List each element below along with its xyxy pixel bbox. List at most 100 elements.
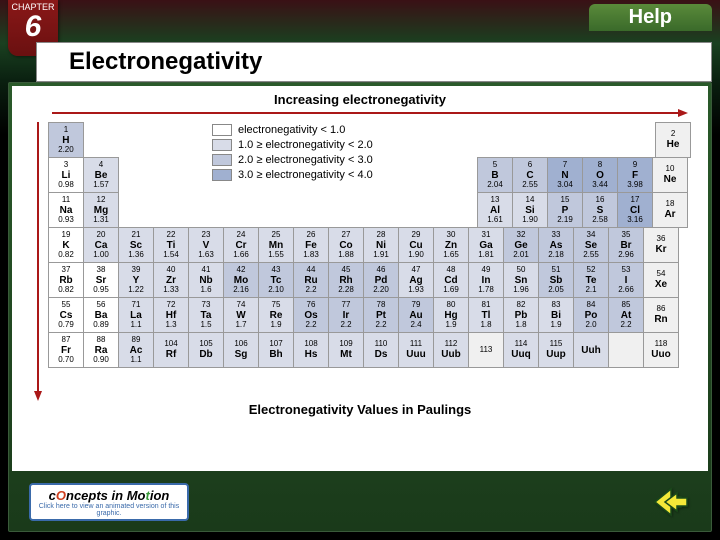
element-cell: 29Cu1.90 (398, 227, 434, 263)
element-cell: 18Ar (652, 192, 688, 228)
gap (118, 157, 478, 193)
element-cell: 52Te2.1 (573, 262, 609, 298)
element-cell: 108Hs (293, 332, 329, 368)
motion-brand: cOncepts in Motion (49, 488, 170, 503)
element-cell: 75Re1.9 (258, 297, 294, 333)
element-cell: 82Pb1.8 (503, 297, 539, 333)
element-cell: 107Bh (258, 332, 294, 368)
table-row: 87Fr0.7088Ra0.9089Ac1.1104Rf105Db106Sg10… (48, 332, 690, 367)
element-cell: 47Ag1.93 (398, 262, 434, 298)
element-cell: 10Ne (652, 157, 688, 193)
element-cell: 28Ni1.91 (363, 227, 399, 263)
element-cell: 14Si1.90 (512, 192, 548, 228)
element-cell: 22Ti1.54 (153, 227, 189, 263)
element-cell: 26Fe1.83 (293, 227, 329, 263)
element-cell: 7N3.04 (547, 157, 583, 193)
element-cell: 85At2.2 (608, 297, 644, 333)
periodic-table: 1H2.202He3Li0.984Be1.575B2.046C2.557N3.0… (48, 122, 690, 367)
element-cell: 30Zn1.65 (433, 227, 469, 263)
element-cell: 44Ru2.2 (293, 262, 329, 298)
element-cell: 53I2.66 (608, 262, 644, 298)
gap (83, 122, 656, 158)
element-cell: 11Na0.93 (48, 192, 84, 228)
decreasing-arrow (34, 122, 42, 401)
element-cell: 27Co1.88 (328, 227, 364, 263)
element-cell: 106Sg (223, 332, 259, 368)
element-cell: 113 (468, 332, 504, 368)
element-cell: 3Li0.98 (48, 157, 84, 193)
concepts-in-motion-button[interactable]: cOncepts in Motion Click here to view an… (29, 483, 189, 521)
table-row: 3Li0.984Be1.575B2.046C2.557N3.048O3.449F… (48, 157, 690, 192)
element-cell: Uuh (573, 332, 609, 368)
element-cell: 12Mg1.31 (83, 192, 119, 228)
element-cell: 111Uuu (398, 332, 434, 368)
content-area: Increasing electronegativity Decreasing … (12, 86, 708, 471)
element-cell: 41Nb1.6 (188, 262, 224, 298)
table-row: 37Rb0.8238Sr0.9539Y1.2240Zr1.3341Nb1.642… (48, 262, 690, 297)
element-cell: 40Zr1.33 (153, 262, 189, 298)
element-cell: 110Ds (363, 332, 399, 368)
element-cell: 33As2.18 (538, 227, 574, 263)
element-cell: 37Rb0.82 (48, 262, 84, 298)
element-cell: 45Rh2.28 (328, 262, 364, 298)
gap (118, 192, 478, 228)
element-cell: 15P2.19 (547, 192, 583, 228)
element-cell: 2He (655, 122, 691, 158)
element-cell: 73Ta1.5 (188, 297, 224, 333)
element-cell: 104Rf (153, 332, 189, 368)
element-cell: 112Uub (433, 332, 469, 368)
back-arrow-icon (651, 485, 693, 519)
element-cell: 72Hf1.3 (153, 297, 189, 333)
table-row: 19K0.8220Ca1.0021Sc1.3622Ti1.5423V1.6324… (48, 227, 690, 262)
element-cell: 39Y1.22 (118, 262, 154, 298)
element-cell: 49In1.78 (468, 262, 504, 298)
element-cell: 54Xe (643, 262, 679, 298)
element-cell: 31Ga1.81 (468, 227, 504, 263)
element-cell: 71La1.1 (118, 297, 154, 333)
element-cell: 24Cr1.66 (223, 227, 259, 263)
element-cell: 77Ir2.2 (328, 297, 364, 333)
element-cell: 5B2.04 (477, 157, 513, 193)
element-cell: 87Fr0.70 (48, 332, 84, 368)
table-row: 55Cs0.7956Ba0.8971La1.172Hf1.373Ta1.574W… (48, 297, 690, 332)
element-cell: 4Be1.57 (83, 157, 119, 193)
element-cell: 32Ge2.01 (503, 227, 539, 263)
element-cell: 25Mn1.55 (258, 227, 294, 263)
element-cell: 38Sr0.95 (83, 262, 119, 298)
element-cell: 74W1.7 (223, 297, 259, 333)
element-cell: 86Rn (643, 297, 679, 333)
element-cell: 78Pt2.2 (363, 297, 399, 333)
element-cell: 48Cd1.69 (433, 262, 469, 298)
element-cell: 9F3.98 (617, 157, 653, 193)
element-cell: 42Mo2.16 (223, 262, 259, 298)
element-cell: 81Tl1.8 (468, 297, 504, 333)
title-bar: Electronegativity (36, 42, 712, 82)
element-cell: 50Sn1.96 (503, 262, 539, 298)
element-cell: 17Cl3.16 (617, 192, 653, 228)
element-cell: 34Se2.55 (573, 227, 609, 263)
element-cell: 21Sc1.36 (118, 227, 154, 263)
page-title: Electronegativity (69, 48, 262, 76)
table-row: 11Na0.9312Mg1.3113Al1.6114Si1.9015P2.191… (48, 192, 690, 227)
top-arrow-label: Increasing electronegativity (12, 92, 708, 107)
element-cell: 1H2.20 (48, 122, 84, 158)
element-cell: 76Os2.2 (293, 297, 329, 333)
help-tab[interactable]: Help (589, 4, 712, 31)
element-cell: 23V1.63 (188, 227, 224, 263)
element-cell: 118Uuo (643, 332, 679, 368)
element-cell: 80Hg1.9 (433, 297, 469, 333)
element-cell: 56Ba0.89 (83, 297, 119, 333)
chapter-number: 6 (8, 12, 58, 42)
element-cell: 43Tc2.10 (258, 262, 294, 298)
element-cell: 36Kr (643, 227, 679, 263)
element-cell: 88Ra0.90 (83, 332, 119, 368)
element-cell: 83Bi1.9 (538, 297, 574, 333)
element-cell: 16S2.58 (582, 192, 618, 228)
element-cell: 89Ac1.1 (118, 332, 154, 368)
element-cell: 79Au2.4 (398, 297, 434, 333)
element-cell (608, 332, 644, 368)
back-button[interactable] (651, 485, 693, 519)
element-cell: 55Cs0.79 (48, 297, 84, 333)
element-cell: 109Mt (328, 332, 364, 368)
table-row: 1H2.20 2He (48, 122, 690, 157)
